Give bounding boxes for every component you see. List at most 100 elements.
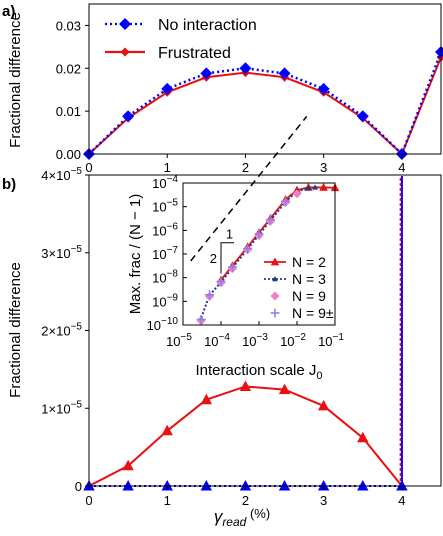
panel-b-ytick-label: 1×10−5 <box>41 399 82 416</box>
legend-label-0: No interaction <box>158 17 257 34</box>
panel-b-point-0-2 <box>161 424 173 436</box>
panel-a-label: a) <box>2 3 15 20</box>
inset-chart: 12 10−5 10−4 10−3 10−2 10−1 10−1010−910−810−… <box>127 115 344 382</box>
panel-b-ytick-base: 3×10 <box>41 246 70 261</box>
panel-b-ytick-label: 4×10−5 <box>41 166 82 183</box>
panel-b-ytick-exp: −5 <box>71 322 83 333</box>
panel-b-line-0 <box>88 385 403 487</box>
inset-point-3-4 <box>243 244 253 254</box>
inset-point-3-7 <box>281 196 291 206</box>
inset-plot-area: 12 <box>190 115 340 326</box>
panel-a-legend: No interaction Frustrated <box>105 17 257 62</box>
panel-b-point-0-3 <box>200 393 213 405</box>
panel-a-ylabel: Fractional difference <box>7 12 24 148</box>
panel-a-point-0-4 <box>239 62 252 75</box>
inset-line-1 <box>200 186 316 319</box>
panel-a-ytick-label: 0.02 <box>56 61 81 76</box>
inset-ytick-exp: −5 <box>167 198 179 209</box>
inset-slope-rise-label: 2 <box>210 251 217 266</box>
panel-b-point-0-4 <box>239 380 252 391</box>
panel-b-point-1-4 <box>239 480 252 491</box>
inset-xtick-label: 10−3 <box>242 332 268 349</box>
panel-b-ytick-base: 2×10 <box>41 324 70 339</box>
panel-b-ytick-base: 4×10 <box>41 168 70 183</box>
inset-ytick-label: 10−5 <box>152 198 178 215</box>
panel-a-ytick-label: 0.00 <box>56 147 81 162</box>
panel-a-x-ticks: 0 1 2 3 4 <box>85 154 406 175</box>
inset-ytick-base: 10 <box>152 271 166 286</box>
inset-reference-line <box>190 115 308 262</box>
inset-point-1-10 <box>312 184 318 190</box>
inset-ytick-label: 10−4 <box>152 174 178 191</box>
inset-ytick-label: 10−7 <box>152 245 178 262</box>
inset-xtick-exp: −3 <box>257 332 269 343</box>
inset-x-ticks: 10−5 10−4 10−3 10−2 10−1 <box>166 321 344 349</box>
inset-xtick-base: 10 <box>280 334 294 349</box>
panel-b-point-1-5 <box>278 480 291 491</box>
inset-xlabel-subscript: 0 <box>316 370 322 382</box>
inset-slope-triangle <box>220 242 235 274</box>
panel-b-ytick-exp: −5 <box>71 399 83 410</box>
panel-b-point-0-5 <box>278 383 291 395</box>
panel-a-plot-area <box>83 46 443 160</box>
panel-a-point-0-1 <box>122 110 135 123</box>
inset-xtick-exp: −4 <box>219 332 231 343</box>
inset-legend-marker-2 <box>270 291 280 301</box>
inset-ytick-exp: −6 <box>167 221 179 232</box>
panel-b-xtick-label: 3 <box>320 493 327 508</box>
inset-xtick-base: 10 <box>166 334 180 349</box>
panel-b-xlabel-symbol: γ <box>214 507 224 526</box>
inset-xtick-label: 10−5 <box>166 332 192 349</box>
legend-marker-1 <box>120 47 130 57</box>
panel-a-xtick-label: 4 <box>398 160 405 175</box>
legend-marker-0 <box>119 18 131 30</box>
inset-xtick-label: 10−1 <box>318 332 344 349</box>
panel-b-xtick-label: 0 <box>85 493 92 508</box>
panel-b-xlabel-unit: (%) <box>246 506 270 521</box>
inset-point-3-3 <box>227 262 237 272</box>
inset-ytick-base: 10 <box>147 318 161 333</box>
panel-b-ylabel: Fractional difference <box>7 262 24 398</box>
inset-ytick-base: 10 <box>152 200 166 215</box>
panel-b-point-1-8 <box>396 480 408 491</box>
inset-ytick-exp: −7 <box>167 245 179 256</box>
panel-b-point-0-6 <box>317 399 330 411</box>
panel-b-xtick-label: 4 <box>398 493 405 508</box>
panel-a-ytick-label: 0.01 <box>56 104 81 119</box>
panel-b-xtick-label: 1 <box>164 493 171 508</box>
panel-b-point-0-1 <box>122 459 134 471</box>
inset-ytick-label: 10−9 <box>152 292 178 309</box>
inset-ytick-exp: −8 <box>167 269 179 280</box>
inset-legend-label-2: N = 9 <box>292 288 326 304</box>
inset-legend: N = 2N = 3N = 9N = 9± <box>264 254 334 321</box>
inset-ytick-label: 10−10 <box>147 316 179 333</box>
panel-b-xlabel: γread (%) <box>214 506 270 529</box>
panel-b-point-1-3 <box>200 480 213 491</box>
inset-point-3-6 <box>265 215 275 225</box>
panel-b-ytick-base: 1×10 <box>41 401 70 416</box>
inset-point-3-1 <box>205 290 215 300</box>
inset-point-3-0 <box>196 315 206 325</box>
inset-ytick-base: 10 <box>152 176 166 191</box>
panel-b-point-0-7 <box>357 431 369 443</box>
panel-b-ytick-base: 0 <box>75 479 82 494</box>
inset-xtick-base: 10 <box>204 334 218 349</box>
inset-xtick-label: 10−4 <box>204 332 230 349</box>
panel-a-frame <box>88 3 442 155</box>
panel-b-ytick-exp: −5 <box>71 244 83 255</box>
inset-xtick-base: 10 <box>242 334 256 349</box>
inset-ytick-base: 10 <box>152 294 166 309</box>
inset-xlabel-text: Interaction scale J <box>195 362 316 379</box>
panel-a-y-ticks: 0.00 0.01 0.02 0.03 <box>56 18 89 162</box>
inset-ytick-label: 10−8 <box>152 269 178 286</box>
inset-legend-marker-3 <box>270 308 280 318</box>
inset-legend-label-1: N = 3 <box>292 271 326 287</box>
panel-b-label: b) <box>2 176 16 193</box>
panel-a-point-0-6 <box>317 82 330 95</box>
inset-ylabel: Max. frac / (N − 1) <box>127 194 144 314</box>
inset-xtick-base: 10 <box>318 334 332 349</box>
inset-xlabel: Interaction scale J0 <box>195 362 322 382</box>
inset-ytick-label: 10−6 <box>152 221 178 238</box>
